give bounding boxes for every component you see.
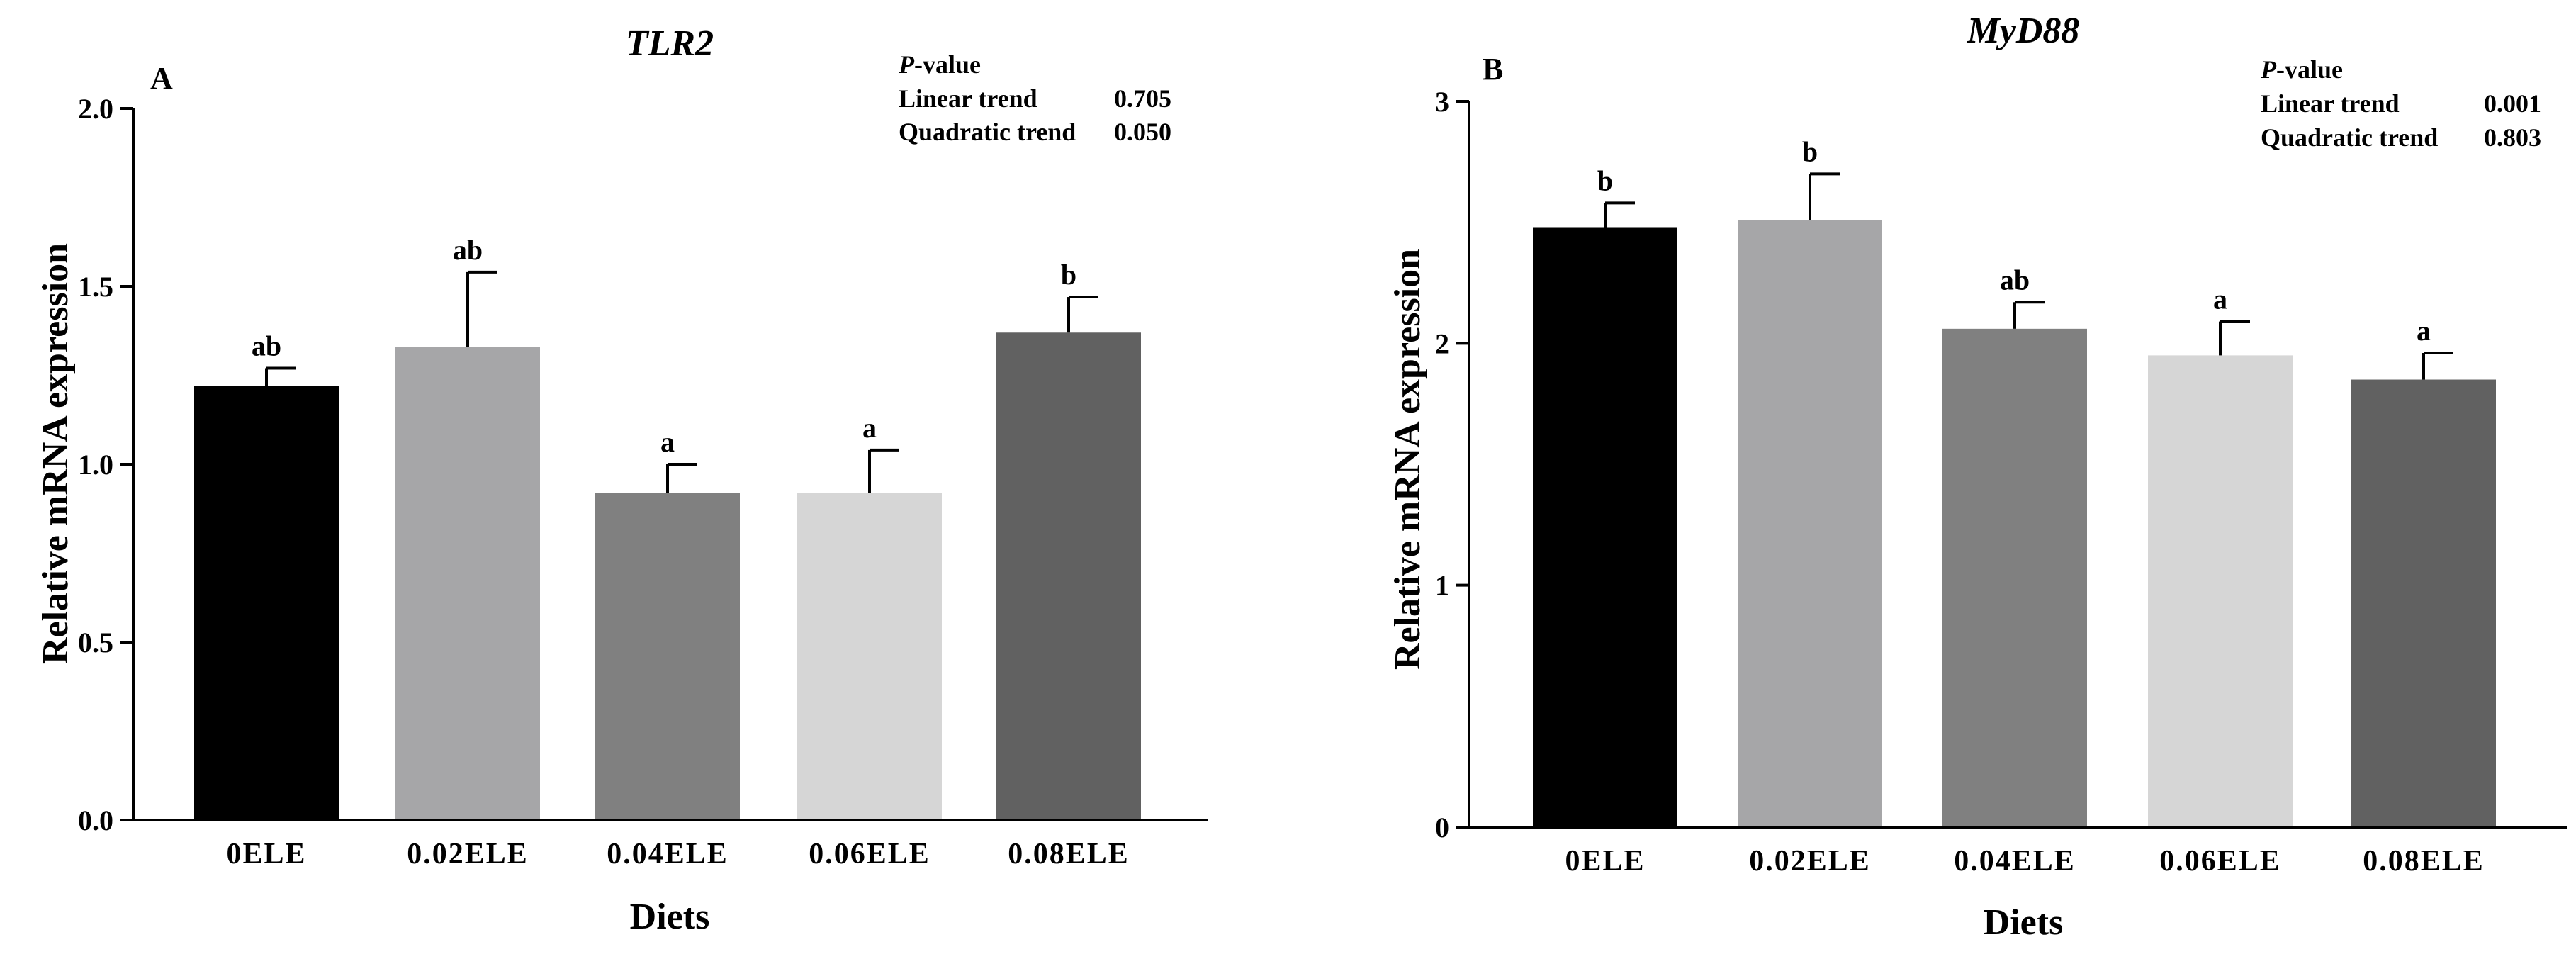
panel-b: MyD88 B P-value Linear trend 0.001 Quadr… bbox=[1388, 11, 2567, 943]
y-tick-label: 1.0 bbox=[78, 449, 113, 481]
y-tick-label: 0 bbox=[1435, 812, 1449, 843]
p-value-header: P-value bbox=[898, 50, 981, 79]
panel-label: B bbox=[1483, 52, 1503, 86]
x-tick-label: 0ELE bbox=[1565, 845, 1645, 877]
quadratic-trend-value: 0.803 bbox=[2484, 123, 2541, 152]
axes bbox=[132, 108, 1208, 821]
significance-letter: ab bbox=[453, 234, 483, 266]
significance-letter: b bbox=[1597, 164, 1613, 196]
bar-0.02ELE bbox=[1738, 220, 1882, 828]
y-tick-label: 0.0 bbox=[78, 804, 113, 836]
quadratic-trend-value: 0.050 bbox=[1114, 118, 1171, 146]
linear-trend-value: 0.705 bbox=[1114, 84, 1171, 113]
bars: ab 0ELE ab 0.02ELE a 0.04ELE a 0.06ELE b 0.08ELE bbox=[194, 234, 1141, 870]
significance-letter: a bbox=[2213, 284, 2227, 315]
bar-0.04ELE bbox=[1942, 328, 2087, 827]
bar-0ELE bbox=[194, 386, 339, 820]
x-tick-label: 0ELE bbox=[226, 838, 306, 870]
y-tick-label: 0.5 bbox=[78, 627, 113, 658]
bar-0.06ELE bbox=[2148, 355, 2293, 827]
linear-trend-value: 0.001 bbox=[2484, 89, 2541, 118]
x-tick-label: 0.08ELE bbox=[1008, 838, 1130, 870]
y-tick-label: 1 bbox=[1435, 570, 1449, 602]
axes bbox=[1468, 101, 2567, 829]
y-tick-label: 2.0 bbox=[78, 93, 113, 125]
x-tick-label: 0.06ELE bbox=[2159, 845, 2281, 877]
bar-0.06ELE bbox=[797, 493, 942, 820]
y-axis: 0 1 2 3 bbox=[1435, 86, 1469, 843]
panel-a: TLR2 A P-value Linear trend 0.705 Quadra… bbox=[35, 23, 1208, 937]
bar-0.04ELE bbox=[595, 493, 740, 820]
x-tick-label: 0.04ELE bbox=[1954, 845, 2076, 877]
x-tick-label: 0.04ELE bbox=[607, 838, 729, 870]
y-tick-label: 2 bbox=[1435, 327, 1449, 359]
chart-title: MyD88 bbox=[1967, 11, 2080, 51]
x-tick-label: 0.02ELE bbox=[1749, 845, 1871, 877]
significance-letter: a bbox=[660, 426, 675, 458]
y-axis: 0.0 0.5 1.0 1.5 2.0 bbox=[78, 93, 133, 836]
x-tick-label: 0.08ELE bbox=[2363, 845, 2485, 877]
linear-trend-label: Linear trend bbox=[2261, 89, 2400, 118]
x-axis-title: Diets bbox=[630, 897, 710, 937]
y-tick-label: 3 bbox=[1435, 86, 1449, 118]
significance-letter: ab bbox=[2000, 264, 2030, 296]
significance-letter: a bbox=[862, 412, 877, 444]
quadratic-trend-label: Quadratic trend bbox=[2261, 123, 2438, 152]
x-tick-label: 0.02ELE bbox=[407, 838, 529, 870]
bar-0.08ELE bbox=[996, 332, 1141, 820]
y-axis-title: Relative mRNA expression bbox=[35, 243, 76, 664]
chart-title: TLR2 bbox=[626, 23, 714, 64]
bar-0ELE bbox=[1533, 227, 1677, 827]
x-tick-label: 0.06ELE bbox=[809, 838, 930, 870]
bar-0.02ELE bbox=[395, 347, 540, 821]
y-tick-label: 1.5 bbox=[78, 271, 113, 303]
x-axis-title: Diets bbox=[1984, 902, 2064, 943]
linear-trend-label: Linear trend bbox=[899, 84, 1037, 113]
p-value-header: P-value bbox=[2260, 55, 2343, 84]
significance-letter: b bbox=[1061, 259, 1076, 291]
significance-letter: b bbox=[1802, 135, 1818, 167]
y-axis-title: Relative mRNA expression bbox=[1388, 249, 1428, 670]
panel-label: A bbox=[150, 61, 173, 96]
stats-box: P-value Linear trend 0.001 Quadratic tre… bbox=[2260, 55, 2541, 152]
bar-0.08ELE bbox=[2351, 379, 2496, 827]
significance-letter: ab bbox=[252, 330, 281, 361]
bars: b 0ELE b 0.02ELE ab 0.04ELE a 0.06ELE a 0.08ELE bbox=[1533, 135, 2496, 877]
significance-letter: a bbox=[2417, 315, 2431, 347]
stats-box: P-value Linear trend 0.705 Quadratic tre… bbox=[898, 50, 1171, 146]
quadratic-trend-label: Quadratic trend bbox=[899, 118, 1076, 146]
